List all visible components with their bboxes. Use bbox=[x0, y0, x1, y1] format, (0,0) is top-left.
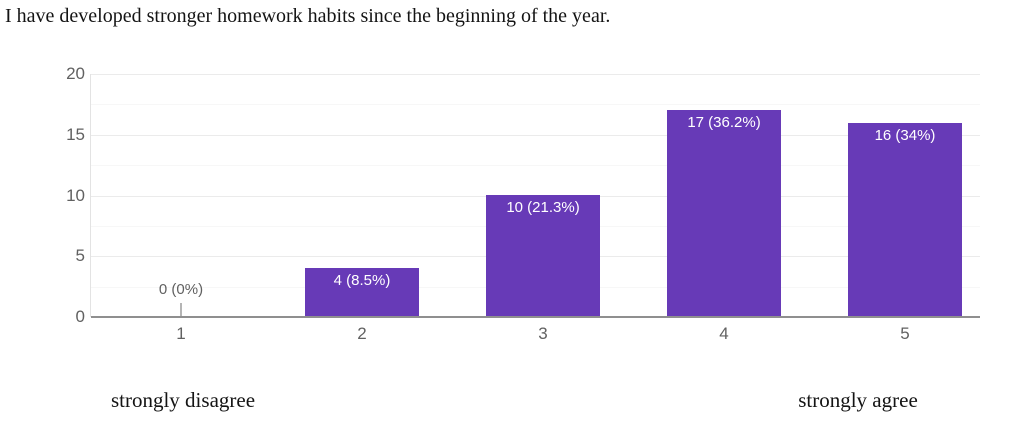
y-axis-tick-label: 5 bbox=[75, 246, 85, 265]
bar: 17 (36.2%) bbox=[667, 110, 781, 317]
x-axis-tick-label: 4 bbox=[719, 324, 729, 343]
y-axis-tick-label: 15 bbox=[66, 125, 85, 144]
minor-gridline bbox=[91, 104, 980, 105]
y-axis-tick-label: 10 bbox=[66, 186, 85, 205]
bar: 10 (21.3%) bbox=[486, 195, 600, 317]
bar-value-label: 4 (8.5%) bbox=[333, 272, 391, 289]
bar: 4 (8.5%) bbox=[305, 268, 419, 317]
chart-title: I have developed stronger homework habit… bbox=[5, 5, 611, 27]
x-axis-tick-label: 2 bbox=[357, 324, 367, 343]
major-gridline bbox=[91, 135, 980, 136]
major-gridline bbox=[91, 74, 980, 75]
y-axis-tick-label: 20 bbox=[66, 64, 85, 83]
scale-anchor-left-label: strongly disagree bbox=[110, 388, 256, 412]
scale-anchor-right-label: strongly agree bbox=[798, 388, 918, 412]
x-axis-line bbox=[91, 316, 980, 318]
y-axis-line bbox=[90, 74, 91, 317]
zero-value-label: 0 (0%) bbox=[158, 281, 204, 298]
bar-value-label: 16 (34%) bbox=[874, 127, 936, 144]
bar: 16 (34%) bbox=[848, 123, 962, 317]
x-axis-tick-label: 3 bbox=[538, 324, 548, 343]
zero-value-tick bbox=[180, 303, 182, 316]
x-axis-tick-label: 5 bbox=[900, 324, 910, 343]
bar-value-label: 10 (21.3%) bbox=[506, 199, 580, 216]
bar-value-label: 17 (36.2%) bbox=[687, 114, 761, 131]
y-axis-tick-label: 0 bbox=[75, 307, 85, 326]
x-axis-tick-label: 1 bbox=[176, 324, 186, 343]
minor-gridline bbox=[91, 165, 980, 166]
